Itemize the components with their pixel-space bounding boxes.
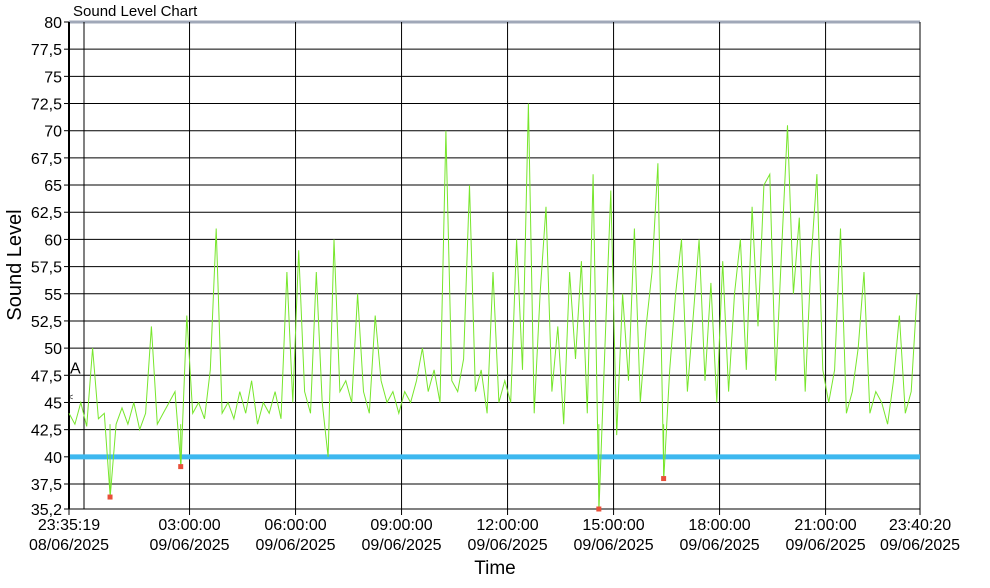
- x-axis-label: Time: [474, 558, 516, 579]
- y-tick-label: 77,5: [31, 42, 62, 59]
- x-tick-date: 09/06/2025: [786, 537, 866, 554]
- y-tick-label: 37,5: [31, 477, 62, 494]
- min-marker: [107, 494, 113, 500]
- y-tick-label: 70: [44, 124, 62, 141]
- min-marker: [178, 464, 184, 470]
- x-tick-date: 09/06/2025: [256, 537, 336, 554]
- y-tick-label: 45: [44, 395, 62, 412]
- min-marker: [661, 476, 667, 482]
- y-tick-label: 47,5: [31, 368, 62, 385]
- x-tick-time: 03:00:00: [158, 517, 220, 534]
- y-tick-label: 65: [44, 178, 62, 195]
- x-tick-date: 09/06/2025: [362, 537, 442, 554]
- y-tick-label: 50: [44, 341, 62, 358]
- pointer-glyph: <: [68, 392, 73, 402]
- x-tick-time: 23:35:19: [38, 517, 100, 534]
- y-tick-label: 52,5: [31, 314, 62, 331]
- x-tick-time: 15:00:00: [582, 517, 644, 534]
- x-tick-date: 09/06/2025: [574, 537, 654, 554]
- y-tick-label: 67,5: [31, 151, 62, 168]
- y-tick-label: 60: [44, 232, 62, 249]
- x-tick-time: 06:00:00: [264, 517, 326, 534]
- min-marker: [596, 506, 602, 512]
- x-tick-date: 09/06/2025: [680, 537, 760, 554]
- x-tick-date: 09/06/2025: [880, 537, 960, 554]
- y-tick-label: 72,5: [31, 97, 62, 114]
- y-tick-label: 35,2: [31, 502, 62, 519]
- y-tick-label: 42,5: [31, 423, 62, 440]
- x-tick-time: 23:40:20: [889, 517, 951, 534]
- x-tick-time: 21:00:00: [794, 517, 856, 534]
- chart-title: Sound Level Chart: [73, 3, 198, 20]
- x-tick-date: 08/06/2025: [29, 537, 109, 554]
- y-tick-label: 75: [44, 69, 62, 86]
- x-tick-date: 09/06/2025: [150, 537, 230, 554]
- x-tick-time: 09:00:00: [370, 517, 432, 534]
- y-tick-label: 40: [44, 450, 62, 467]
- y-axis-label: Sound Level: [4, 209, 26, 320]
- y-tick-label: 80: [44, 15, 62, 32]
- annotation-label: A: [70, 360, 81, 377]
- y-tick-label: 57,5: [31, 260, 62, 277]
- x-tick-time: 18:00:00: [688, 517, 750, 534]
- x-tick-date: 09/06/2025: [468, 537, 548, 554]
- sound-level-series: [68, 103, 918, 510]
- x-tick-time: 12:00:00: [476, 517, 538, 534]
- y-tick-label: 62,5: [31, 205, 62, 222]
- y-tick-label: 55: [44, 287, 62, 304]
